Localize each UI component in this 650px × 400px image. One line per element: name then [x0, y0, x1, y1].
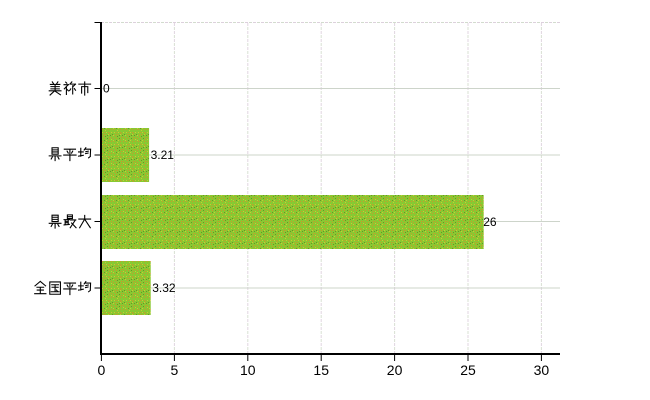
svg-text:3.21: 3.21	[151, 148, 175, 162]
svg-text:0: 0	[98, 362, 106, 378]
svg-text:0: 0	[103, 82, 110, 96]
svg-text:30: 30	[534, 362, 550, 378]
svg-text:5: 5	[171, 362, 179, 378]
svg-text:15: 15	[313, 362, 329, 378]
svg-text:3.32: 3.32	[152, 281, 176, 295]
svg-text:26: 26	[483, 215, 497, 229]
svg-text:10: 10	[240, 362, 256, 378]
svg-text:20: 20	[387, 362, 403, 378]
svg-text:25: 25	[460, 362, 476, 378]
